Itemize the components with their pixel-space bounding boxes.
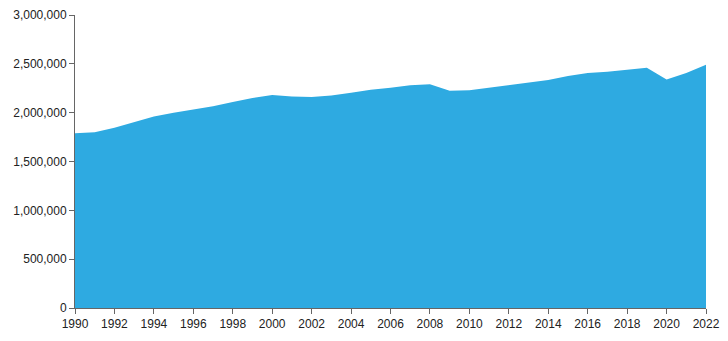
svg-text:1994: 1994 — [141, 317, 168, 331]
svg-text:2010: 2010 — [456, 317, 483, 331]
svg-text:1992: 1992 — [101, 317, 128, 331]
svg-text:3,000,000: 3,000,000 — [13, 8, 67, 22]
svg-text:1,500,000: 1,500,000 — [13, 155, 67, 169]
svg-text:2016: 2016 — [574, 317, 601, 331]
svg-text:500,000: 500,000 — [23, 252, 67, 266]
svg-text:2006: 2006 — [377, 317, 404, 331]
svg-text:1998: 1998 — [219, 317, 246, 331]
svg-text:2004: 2004 — [338, 317, 365, 331]
svg-text:2,000,000: 2,000,000 — [13, 106, 67, 120]
svg-text:2008: 2008 — [417, 317, 444, 331]
svg-text:1996: 1996 — [180, 317, 207, 331]
svg-text:1990: 1990 — [62, 317, 89, 331]
svg-text:2,500,000: 2,500,000 — [13, 57, 67, 71]
svg-text:1,000,000: 1,000,000 — [13, 204, 67, 218]
svg-text:2020: 2020 — [653, 317, 680, 331]
svg-text:2018: 2018 — [614, 317, 641, 331]
svg-text:2012: 2012 — [495, 317, 522, 331]
svg-text:2014: 2014 — [535, 317, 562, 331]
svg-text:2000: 2000 — [259, 317, 286, 331]
svg-text:0: 0 — [60, 301, 67, 315]
svg-text:2022: 2022 — [693, 317, 720, 331]
svg-text:2002: 2002 — [298, 317, 325, 331]
